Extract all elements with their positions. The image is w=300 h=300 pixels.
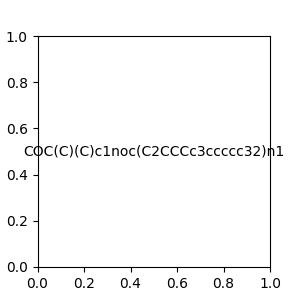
Text: COC(C)(C)c1noc(C2CCCc3ccccc32)n1: COC(C)(C)c1noc(C2CCCc3ccccc32)n1 — [23, 145, 284, 158]
